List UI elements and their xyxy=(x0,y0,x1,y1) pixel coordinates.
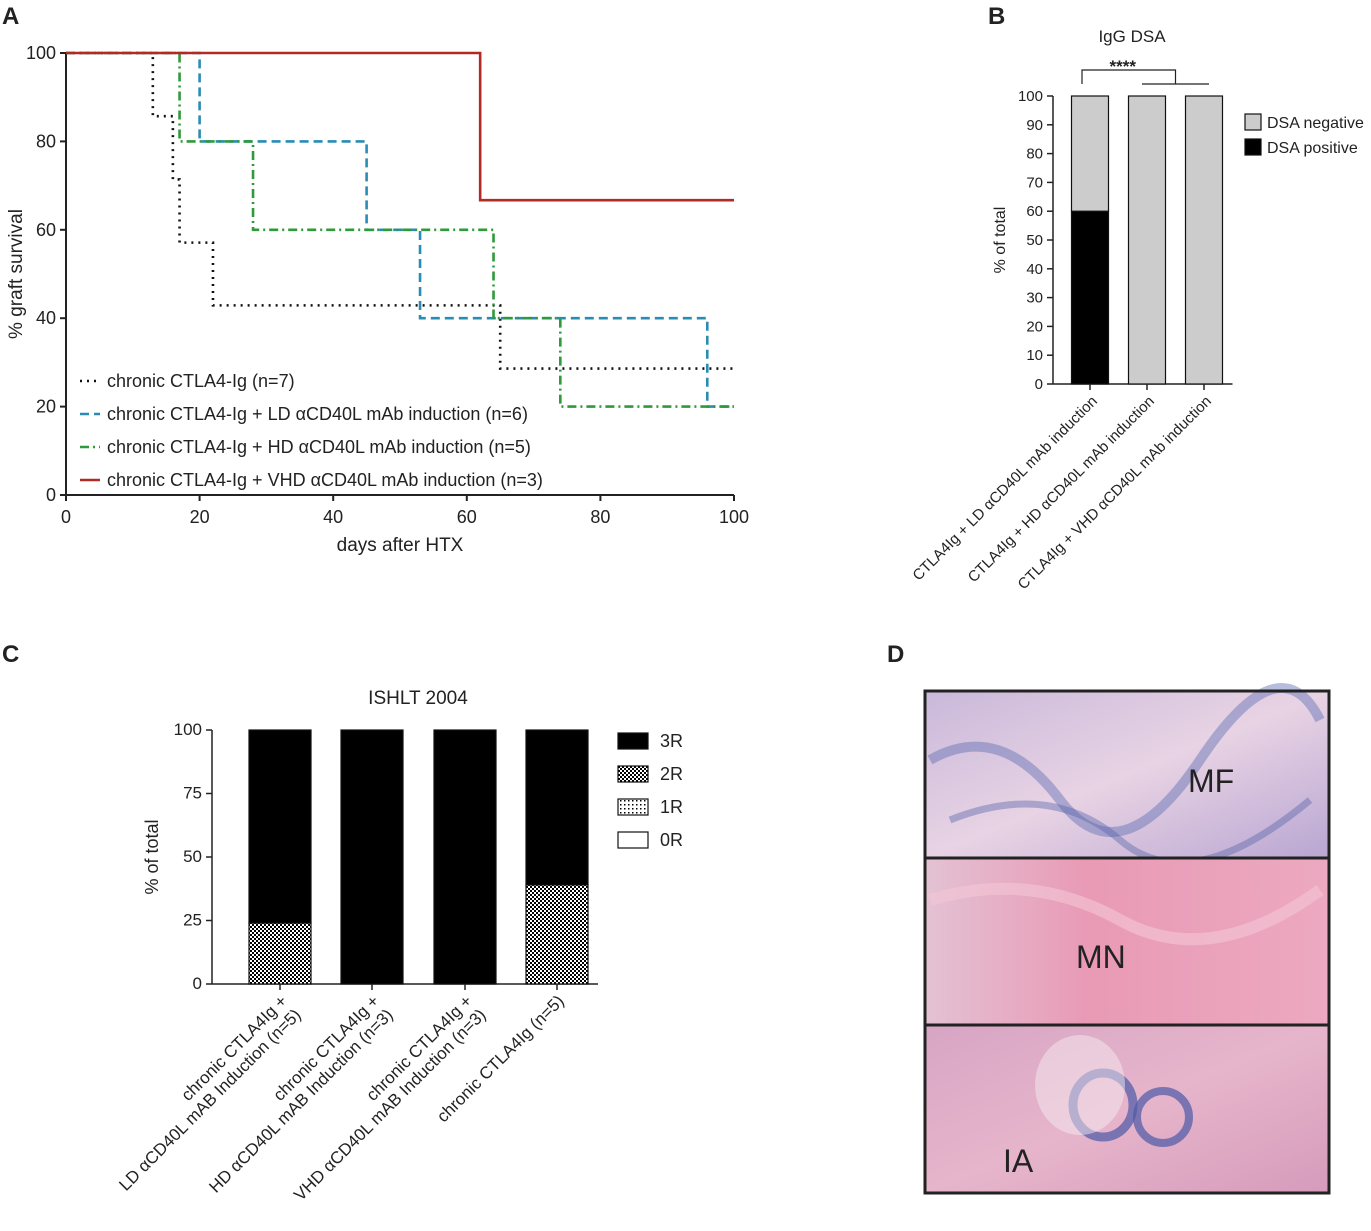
image-label: MF xyxy=(1188,763,1234,799)
x-tick-label: 80 xyxy=(590,507,610,527)
bar-segment xyxy=(248,922,312,985)
y-axis-label: % graft survival xyxy=(6,209,27,339)
image-frame xyxy=(923,689,1331,1195)
legend-label: chronic CTLA4-Ig + VHD αCD40L mAb induct… xyxy=(107,470,543,490)
legend-swatch xyxy=(617,765,649,783)
y-tick-label: 40 xyxy=(1026,261,1043,278)
survival-line xyxy=(66,51,734,202)
legend-label: DSA positive xyxy=(1267,140,1358,157)
y-tick-label: 30 xyxy=(1026,290,1043,307)
legend-label: 1R xyxy=(660,797,683,817)
legend-swatch xyxy=(1244,113,1262,131)
y-tick-label: 50 xyxy=(1026,232,1043,249)
y-tick-label: 20 xyxy=(1026,318,1043,335)
significance-label: **** xyxy=(1110,57,1137,76)
x-tick-label: 40 xyxy=(323,507,343,527)
panel-label: B xyxy=(988,3,1005,30)
legend-label: chronic CTLA4-Ig + LD αCD40L mAb inducti… xyxy=(107,404,528,424)
bar-segment xyxy=(1070,95,1110,212)
legend-swatch xyxy=(1244,138,1262,156)
legend-label: 2R xyxy=(660,764,683,784)
bar-segment xyxy=(525,884,589,985)
y-tick-label: 10 xyxy=(1026,347,1043,364)
y-tick-label: 80 xyxy=(1026,146,1043,163)
y-axis-label: % of total xyxy=(142,819,162,894)
bar-segment xyxy=(433,729,497,985)
legend-swatch xyxy=(617,732,649,750)
legend-swatch xyxy=(617,831,649,849)
image-label: MN xyxy=(1076,939,1126,975)
image-panel xyxy=(925,1025,1329,1193)
x-tick-label: 20 xyxy=(190,507,210,527)
y-tick-label: 90 xyxy=(1026,117,1043,134)
legend-label: 3R xyxy=(660,731,683,751)
y-tick-label: 100 xyxy=(26,43,56,63)
legend-label: chronic CTLA4-Ig (n=7) xyxy=(107,371,295,391)
y-tick-label: 100 xyxy=(174,720,202,739)
panel-label: A xyxy=(2,3,19,30)
chart-title: ISHLT 2004 xyxy=(368,688,468,709)
y-tick-label: 60 xyxy=(36,220,56,240)
significance-bracket xyxy=(1081,69,1177,84)
y-tick-label: 100 xyxy=(1018,88,1043,105)
image-texture xyxy=(1133,1087,1193,1147)
bar-segment xyxy=(1127,95,1167,385)
image-label: IA xyxy=(1003,1143,1034,1179)
legend-label: DSA negative xyxy=(1267,115,1364,132)
y-tick-label: 80 xyxy=(36,131,56,151)
survival-line xyxy=(66,51,734,408)
survival-line xyxy=(66,51,734,370)
y-tick-label: 0 xyxy=(193,974,202,993)
y-tick-label: 0 xyxy=(46,485,56,505)
y-tick-label: 40 xyxy=(36,308,56,328)
bar-segment xyxy=(248,729,312,924)
y-tick-label: 75 xyxy=(183,784,202,803)
bar-segment xyxy=(525,729,589,886)
bar-segment xyxy=(340,729,404,985)
image-texture xyxy=(927,683,1325,837)
histology-image: MF MN IA xyxy=(923,683,1331,1195)
y-tick-label: 25 xyxy=(183,911,202,930)
panel-label: C xyxy=(2,641,19,668)
legend-swatch xyxy=(617,798,649,816)
y-tick-label: 20 xyxy=(36,397,56,417)
x-tick-label: 60 xyxy=(457,507,477,527)
bar-segment xyxy=(1070,210,1110,385)
y-axis-label: % of total xyxy=(992,207,1009,274)
bar-segment xyxy=(1184,95,1224,385)
image-texture xyxy=(928,882,1324,946)
y-tick-label: 50 xyxy=(183,847,202,866)
image-texture xyxy=(1035,1035,1125,1135)
x-tick-label-line: LD αCD40L mAB Induction (n=5) xyxy=(115,1005,304,1194)
legend-label: 0R xyxy=(660,830,683,850)
y-tick-label: 60 xyxy=(1026,203,1043,220)
panel-label: D xyxy=(887,641,904,668)
y-tick-label: 0 xyxy=(1035,376,1043,393)
chart-title: IgG DSA xyxy=(1098,27,1166,46)
survival-line xyxy=(66,51,734,408)
image-panel xyxy=(925,691,1329,858)
x-tick-label: 0 xyxy=(61,507,71,527)
y-tick-label: 70 xyxy=(1026,174,1043,191)
image-panel xyxy=(925,858,1329,1025)
x-tick-label: 100 xyxy=(719,507,749,527)
legend-label: chronic CTLA4-Ig + HD αCD40L mAb inducti… xyxy=(107,437,531,457)
image-texture xyxy=(948,797,1313,866)
x-axis-label: days after HTX xyxy=(337,535,464,556)
